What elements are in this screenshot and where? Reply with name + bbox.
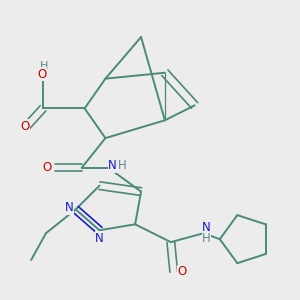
Text: O: O — [20, 120, 30, 133]
Text: N: N — [95, 232, 104, 245]
Text: N: N — [65, 202, 74, 214]
Text: H: H — [40, 61, 49, 71]
Text: O: O — [43, 161, 52, 174]
Text: H: H — [118, 159, 127, 172]
Text: O: O — [37, 68, 46, 81]
Text: N: N — [108, 159, 117, 172]
Text: N: N — [202, 221, 211, 234]
Text: H: H — [202, 232, 211, 245]
Text: O: O — [178, 266, 187, 278]
